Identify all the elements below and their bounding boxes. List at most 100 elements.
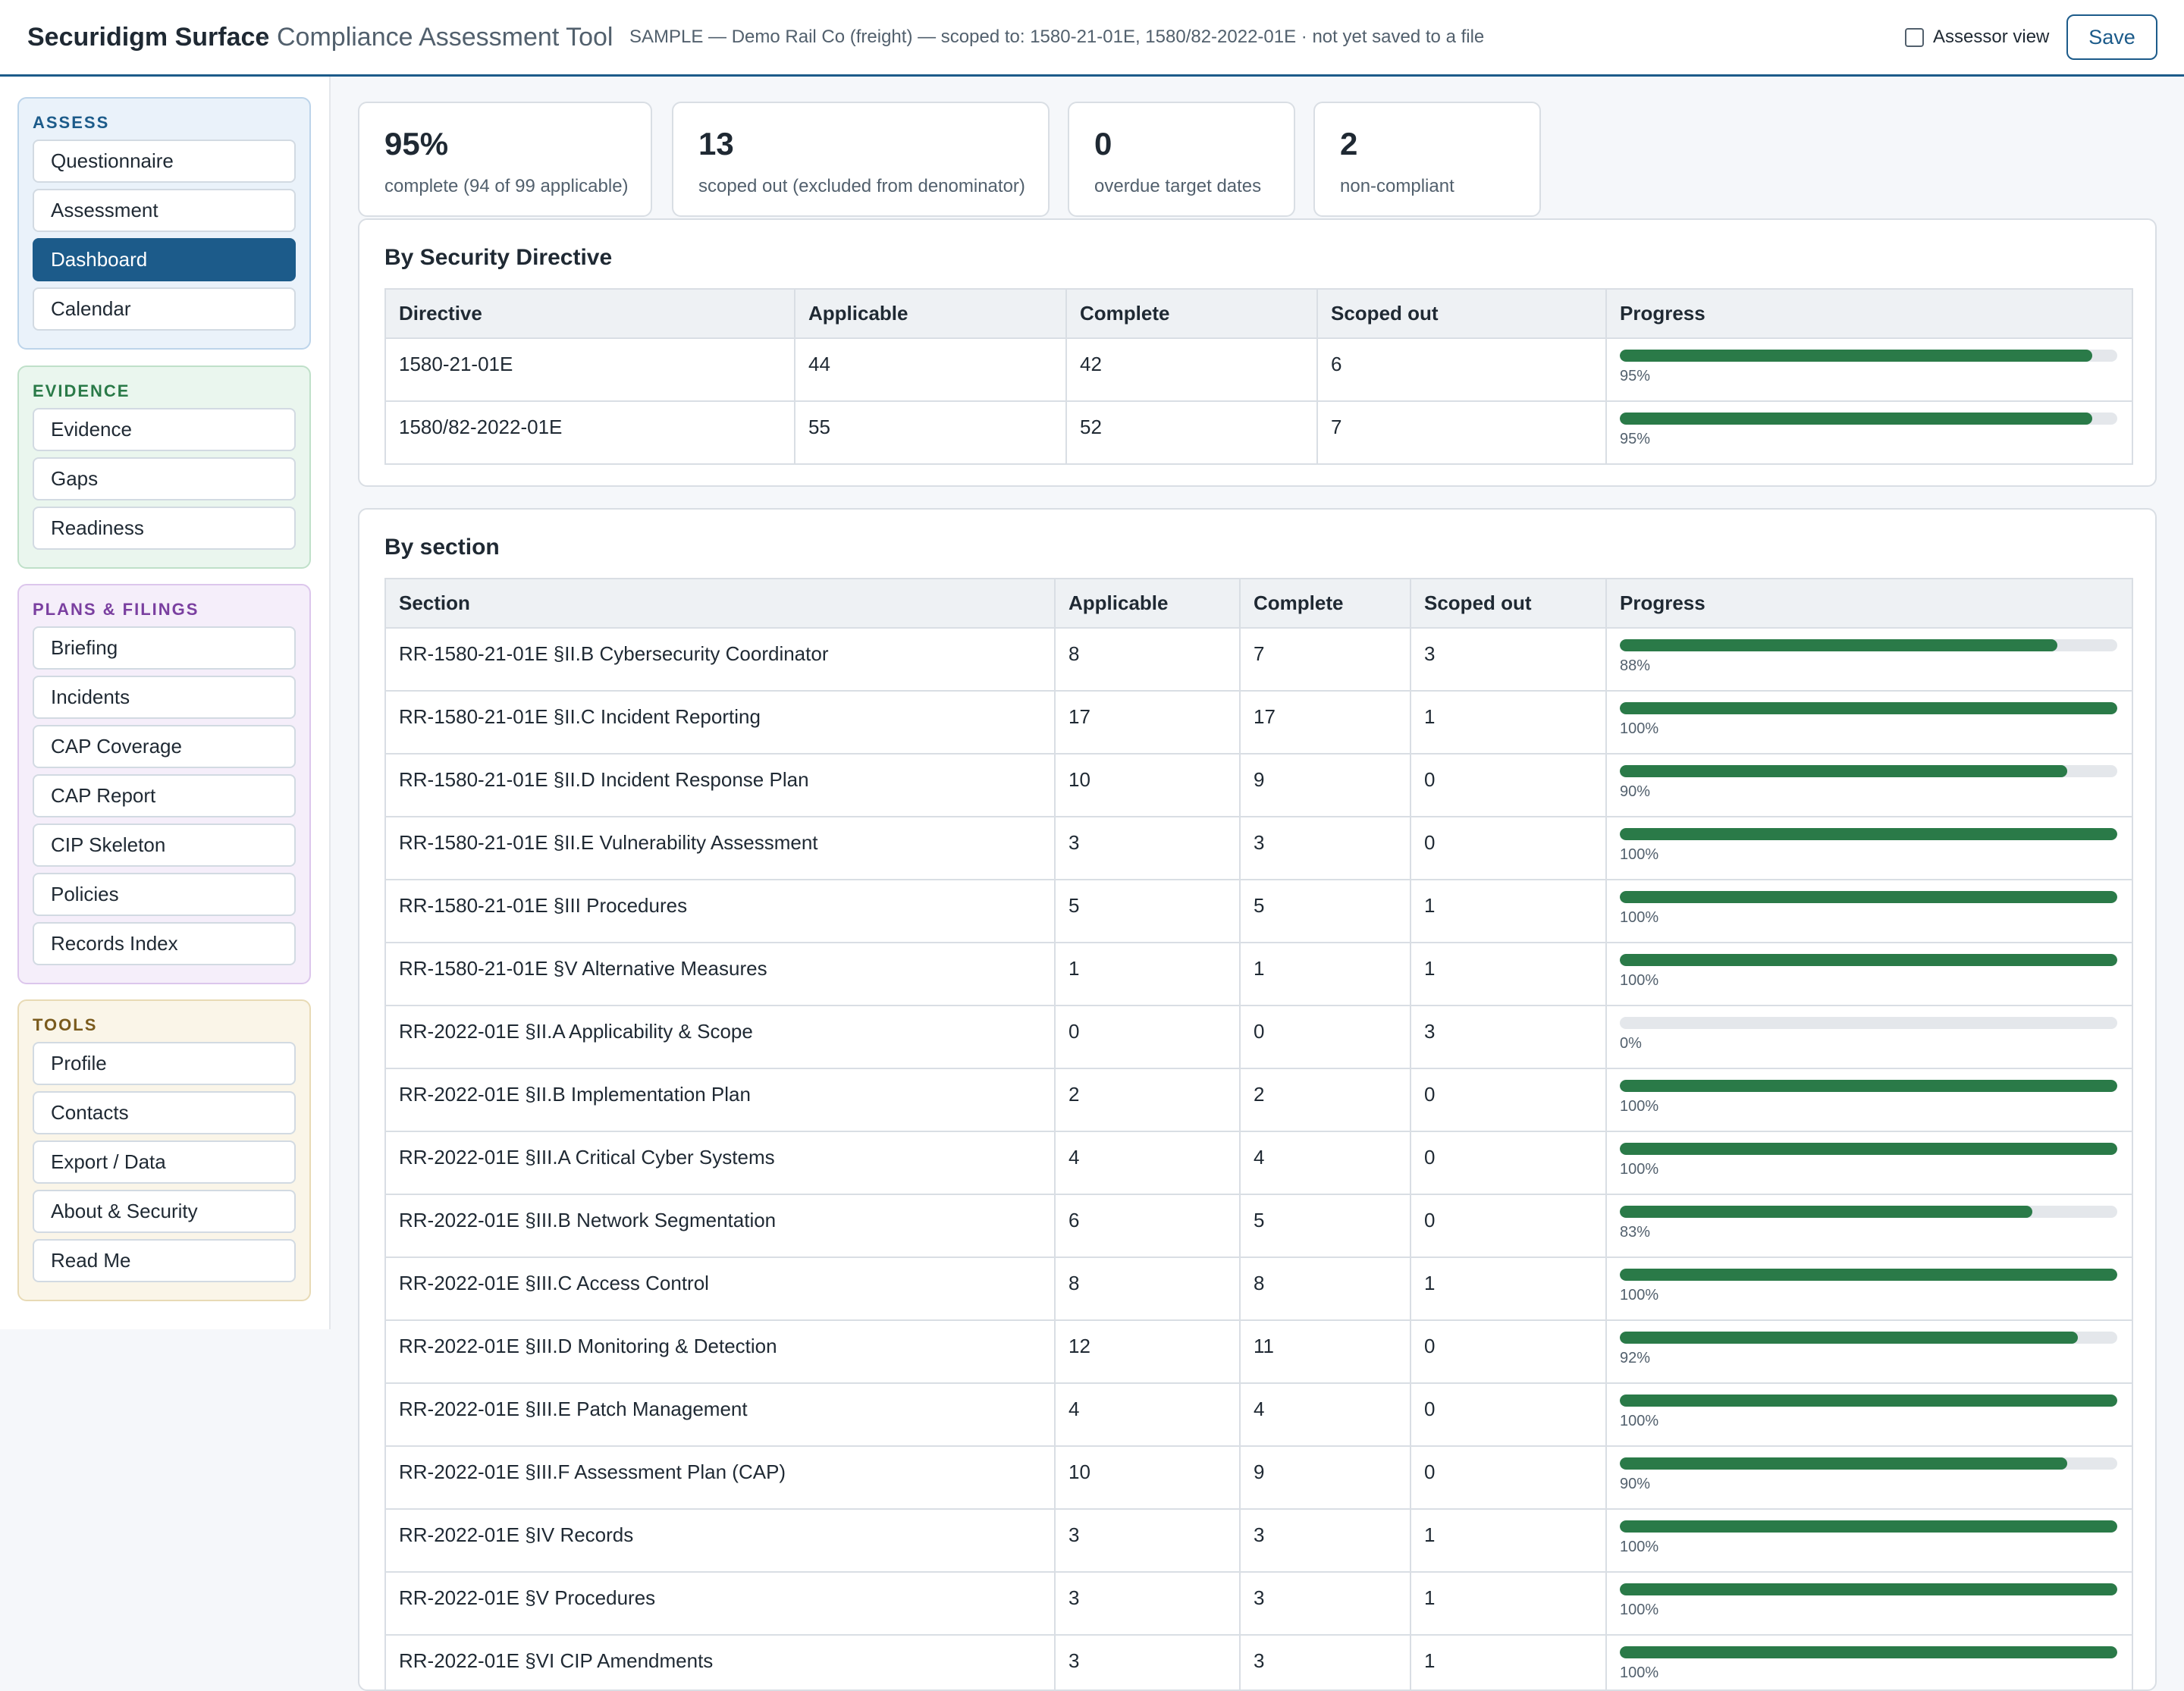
section-row[interactable]: RR-2022-01E §III.D Monitoring & Detectio… [384, 1319, 2133, 1384]
sidebar-item-export-data[interactable]: Export / Data [33, 1140, 296, 1184]
column-header-applicable[interactable]: Applicable [794, 288, 1067, 339]
cell-progress: 100% [1605, 942, 2133, 1006]
sidebar-item-calendar[interactable]: Calendar [33, 287, 296, 331]
section-row[interactable]: RR-1580-21-01E §II.E Vulnerability Asses… [384, 816, 2133, 880]
progress-bar [1620, 1457, 2117, 1470]
cell-applicable: 3 [1054, 1508, 1241, 1573]
sidebar-item-dashboard[interactable]: Dashboard [33, 238, 296, 281]
section-row[interactable]: RR-2022-01E §II.A Applicability & Scope 0… [384, 1005, 2133, 1069]
progress-bar-fill [1620, 954, 2117, 966]
assessor-view-toggle[interactable]: Assessor view [1905, 27, 2049, 48]
section-row[interactable]: RR-1580-21-01E §II.B Cybersecurity Coord… [384, 627, 2133, 692]
save-button[interactable]: Save [2066, 14, 2157, 60]
directive-row[interactable]: 1580-21-01E 44 42 6 95% [384, 337, 2133, 402]
section-row[interactable]: RR-1580-21-01E §II.D Incident Response P… [384, 753, 2133, 817]
section-row[interactable]: RR-2022-01E §III.B Network Segmentation 6… [384, 1194, 2133, 1258]
section-panel-title: By section [384, 535, 500, 560]
progress-bar-fill [1620, 702, 2117, 714]
section-row[interactable]: RR-2022-01E §III.A Critical Cyber System… [384, 1131, 2133, 1195]
progress-bar-fill [1620, 1646, 2117, 1658]
cell-progress: 100% [1605, 879, 2133, 943]
sidebar-item-records-index[interactable]: Records Index [33, 922, 296, 965]
stat-label: non-compliant [1340, 176, 1454, 196]
sidebar-item-profile[interactable]: Profile [33, 1042, 296, 1085]
cell-applicable: 3 [1054, 1634, 1241, 1689]
cell-complete: 8 [1239, 1256, 1411, 1321]
sidebar-item-cap-coverage[interactable]: CAP Coverage [33, 725, 296, 768]
cell-applicable: 10 [1054, 753, 1241, 817]
directive-table: Directive Applicable Complete Scoped out Pro… [384, 288, 2133, 465]
cell-complete: 4 [1239, 1382, 1411, 1447]
sidebar-item-incidents[interactable]: Incidents [33, 676, 296, 719]
sidebar-item-evidence[interactable]: Evidence [33, 408, 296, 451]
column-header-scoped-out[interactable]: Scoped out [1316, 288, 1607, 339]
sidebar-item-about-security[interactable]: About & Security [33, 1190, 296, 1233]
stat-card-non-compliant: 2 non-compliant [1313, 102, 1541, 217]
app-brand: Securidigm Surface [27, 23, 270, 52]
column-header-progress[interactable]: Progress [1605, 288, 2133, 339]
stat-label: scoped out (excluded from denominator) [698, 176, 1025, 196]
sidebar-item-readiness[interactable]: Readiness [33, 507, 296, 550]
section-row[interactable]: RR-1580-21-01E §V Alternative Measures 1 1… [384, 942, 2133, 1006]
cell-name: RR-2022-01E §III.C Access Control [384, 1256, 1056, 1321]
progress-bar-fill [1620, 765, 2068, 777]
sidebar-item-assessment[interactable]: Assessment [33, 189, 296, 232]
section-row[interactable]: RR-1580-21-01E §II.C Incident Reporting 1… [384, 690, 2133, 755]
section-row[interactable]: RR-2022-01E §III.F Assessment Plan (CAP)… [384, 1445, 2133, 1510]
sidebar-item-questionnaire[interactable]: Questionnaire [33, 140, 296, 183]
sidebar-item-gaps[interactable]: Gaps [33, 457, 296, 500]
section-row[interactable]: RR-2022-01E §V Procedures 3 3 1 100% [384, 1571, 2133, 1636]
section-row[interactable]: RR-2022-01E §IV Records 3 3 1 100% [384, 1508, 2133, 1573]
column-header-directive[interactable]: Directive [384, 288, 795, 339]
progress-bar-fill [1620, 891, 2117, 903]
cell-complete: 4 [1239, 1131, 1411, 1195]
sidebar-item-policies[interactable]: Policies [33, 873, 296, 916]
directive-panel-title: By Security Directive [384, 245, 613, 270]
progress-label: 95% [1620, 431, 1651, 447]
cell-complete: 9 [1239, 1445, 1411, 1510]
progress-bar [1620, 1080, 2117, 1092]
column-header-progress[interactable]: Progress [1605, 578, 2133, 629]
nav-group-title: EVIDENCE [33, 381, 130, 400]
cell-progress: 100% [1605, 1068, 2133, 1132]
progress-bar [1620, 954, 2117, 966]
sidebar-item-cap-report[interactable]: CAP Report [33, 774, 296, 817]
column-header-section[interactable]: Section [384, 578, 1056, 629]
cell-progress: 100% [1605, 1131, 2133, 1195]
section-row[interactable]: RR-2022-01E §III.C Access Control 8 8 1 100% [384, 1256, 2133, 1321]
sidebar-item-briefing[interactable]: Briefing [33, 626, 296, 670]
sidebar-item-contacts[interactable]: Contacts [33, 1091, 296, 1134]
section-row[interactable]: RR-2022-01E §III.E Patch Management 4 4 0 10… [384, 1382, 2133, 1447]
progress-bar [1620, 1583, 2117, 1595]
cell-name: RR-2022-01E §III.A Critical Cyber System… [384, 1131, 1056, 1195]
section-panel: By section Section Applicable Complete Scop… [358, 508, 2157, 1691]
cell-scoped-out: 0 [1410, 753, 1607, 817]
assessor-view-checkbox[interactable] [1905, 27, 1924, 47]
cell-scoped-out: 1 [1410, 942, 1607, 1006]
nav-group-title: ASSESS [33, 113, 110, 132]
section-row[interactable]: RR-1580-21-01E §III Procedures 5 5 1 100% [384, 879, 2133, 943]
cell-scoped-out: 1 [1410, 1256, 1607, 1321]
column-header-complete[interactable]: Complete [1065, 288, 1318, 339]
sidebar-item-cip-skeleton[interactable]: CIP Skeleton [33, 824, 296, 867]
column-header-complete[interactable]: Complete [1239, 578, 1411, 629]
cell-scoped-out: 6 [1316, 337, 1607, 402]
section-row[interactable]: RR-2022-01E §II.B Implementation Plan 2 2 0… [384, 1068, 2133, 1132]
cell-scoped-out: 0 [1410, 816, 1607, 880]
cell-progress: 88% [1605, 627, 2133, 692]
column-header-applicable[interactable]: Applicable [1054, 578, 1241, 629]
progress-label: 95% [1620, 368, 1651, 384]
progress-label: 100% [1620, 720, 1659, 737]
cell-progress: 100% [1605, 1508, 2133, 1573]
directive-row[interactable]: 1580/82-2022-01E 55 52 7 95% [384, 400, 2133, 465]
cell-name: RR-2022-01E §III.B Network Segmentation [384, 1194, 1056, 1258]
progress-bar [1620, 1206, 2117, 1218]
column-header-scoped-out[interactable]: Scoped out [1410, 578, 1607, 629]
nav-group-evidence: EVIDENCE Evidence Gaps Readiness [17, 365, 311, 569]
sidebar-item-read-me[interactable]: Read Me [33, 1239, 296, 1282]
cell-complete: 52 [1065, 400, 1318, 465]
cell-complete: 1 [1239, 942, 1411, 1006]
cell-scoped-out: 0 [1410, 1131, 1607, 1195]
section-row[interactable]: RR-2022-01E §VI CIP Amendments 3 3 1 100% [384, 1634, 2133, 1689]
stat-value: 95% [384, 126, 449, 162]
